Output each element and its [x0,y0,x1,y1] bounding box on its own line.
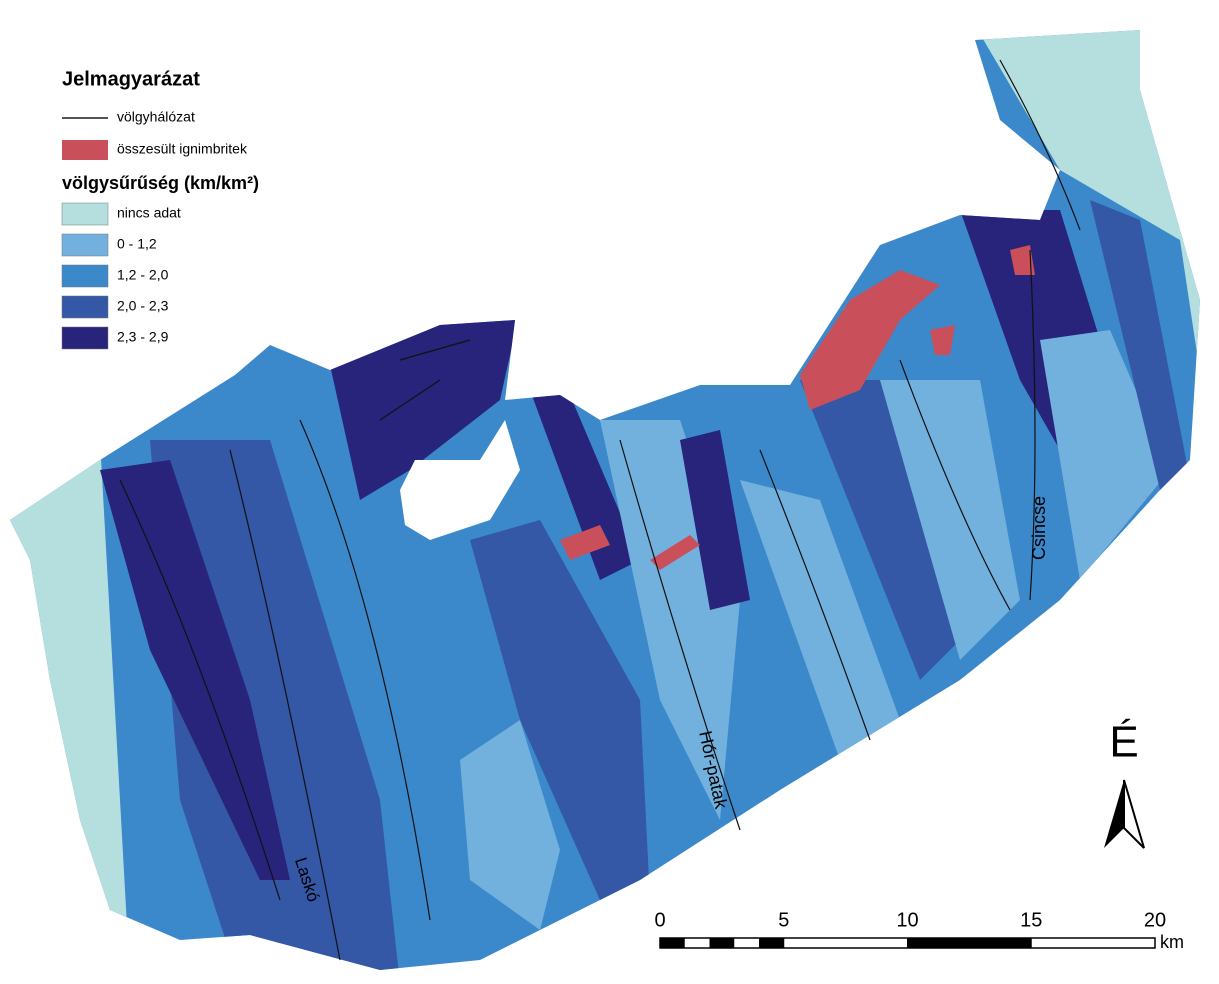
north-label: É [1109,718,1138,767]
valley [299,419,431,921]
valley [759,449,871,741]
legend-patch [61,295,109,319]
valley [229,449,341,961]
lake [400,420,520,540]
legend-label: 2,3 - 2,9 [117,329,169,345]
zone [320,310,520,500]
legend-title: Jelmagyarázat [62,68,200,90]
legend-label: 2,0 - 2,3 [117,298,169,314]
zone [880,380,1020,660]
legend-label: összesült ignimbritek [117,141,248,157]
ignimbrite [1010,245,1035,275]
zone [800,380,960,680]
scale-segment [759,938,784,948]
valley [999,59,1081,231]
ignimbrite-patches [560,245,1035,570]
scale-segment [907,938,1032,948]
legend-label: nincs adat [117,205,181,221]
valley [619,439,741,831]
valley [379,339,471,421]
scale-label: 20 [1144,909,1166,931]
legend-label: völgyhálózat [117,109,195,125]
valley [899,359,1011,611]
scale-label: 0 [654,909,665,931]
zone [680,430,750,610]
legend: Jelmagyarázat völgyhálózat összesült ign… [61,68,259,350]
scale-segment [709,938,735,948]
legend-patch [61,233,109,257]
valley-network [119,59,1081,961]
valley [1029,249,1036,601]
legend-patch [61,264,109,288]
scale-label: 15 [1020,909,1042,931]
legend-patch [62,140,108,160]
legend-patch [61,202,109,226]
scale-unit: km [1160,932,1184,952]
zone [740,480,900,760]
legend-subtitle: völgysűrűség (km/km²) [62,173,259,193]
scale-segment [660,938,685,948]
scale-label: 10 [896,909,918,931]
legend-label: 1,2 - 2,0 [117,267,169,283]
zone [1040,330,1170,580]
valley [119,479,281,901]
north-arrow [1104,780,1124,848]
zone [460,720,560,930]
ignimbrite [800,270,940,410]
zone [470,520,650,900]
scale-label: 5 [778,909,789,931]
zone [1090,200,1190,490]
ignimbrite [650,535,700,570]
place-label: Csincse [1029,496,1049,560]
ignimbrite [930,325,955,355]
legend-patch [61,326,109,350]
ignimbrite [560,525,610,560]
zone [100,460,290,880]
zone [530,390,640,580]
legend-label: 0 - 1,2 [117,236,157,252]
north-arrow [1123,779,1145,849]
legend-classes: nincs adat 0 - 1,2 1,2 - 2,0 2,0 - 2,3 2,3 -… [61,202,181,350]
zone [150,440,400,970]
